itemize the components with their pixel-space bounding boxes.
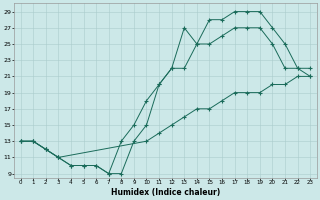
X-axis label: Humidex (Indice chaleur): Humidex (Indice chaleur) [111, 188, 220, 197]
